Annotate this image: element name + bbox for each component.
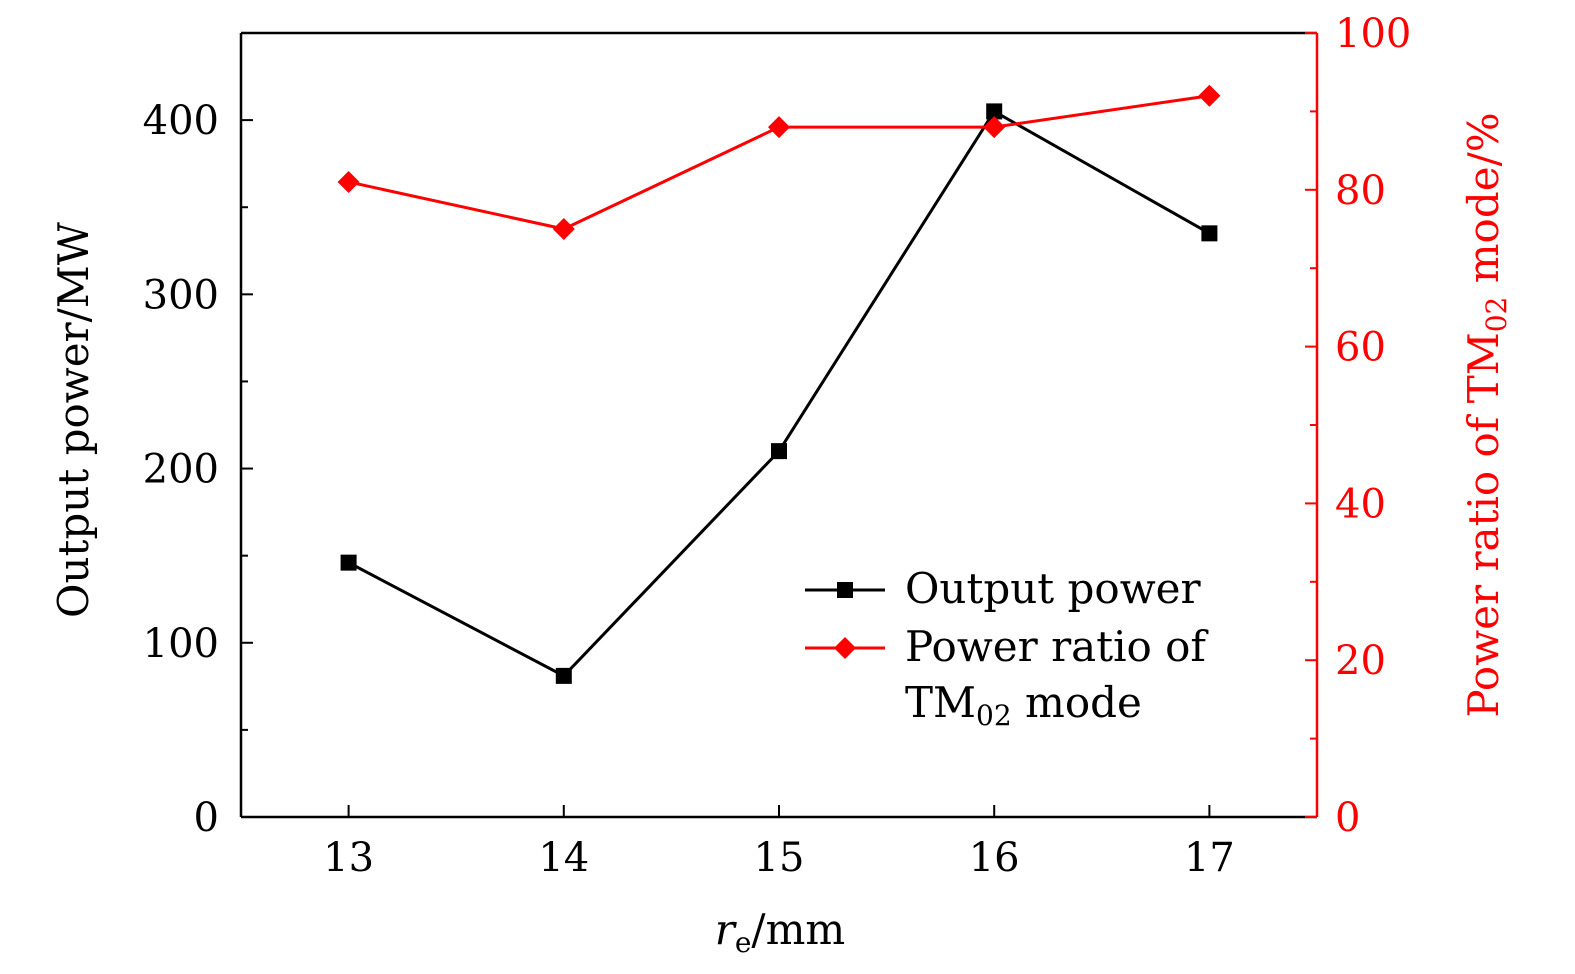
data-point-square xyxy=(986,103,1003,120)
series-line xyxy=(348,94,1210,231)
series-power-ratio xyxy=(337,84,1221,240)
data-point-square xyxy=(1201,225,1218,242)
right-y-axis-ticks: 0 20 40 60 80 100 xyxy=(1305,11,1411,841)
series-output-power xyxy=(340,103,1218,684)
data-point-diamond xyxy=(552,218,575,240)
data-point-square xyxy=(771,443,787,460)
plot-frame xyxy=(239,31,1319,819)
left-y-tick-label: 400 xyxy=(143,98,219,144)
legend-marker-output-power xyxy=(837,582,853,598)
x-tick-label: 16 xyxy=(969,835,1020,881)
legend-label-mode: mode xyxy=(1012,678,1142,727)
left-y-tick-label: 200 xyxy=(143,447,219,493)
right-y-tick-label: 20 xyxy=(1335,638,1386,684)
x-axis-title-var: r xyxy=(715,905,738,954)
right-y-axis-title-pre: Power ratio of TM xyxy=(1459,332,1508,717)
right-y-tick-label: 100 xyxy=(1335,11,1411,57)
x-axis-title-sub: e xyxy=(735,926,752,959)
legend-label-tm-sub: 02 xyxy=(976,699,1012,732)
left-y-axis-ticks: 0 100 200 300 400 xyxy=(143,32,253,841)
right-y-axis-title-post: mode/% xyxy=(1459,112,1508,296)
x-axis-title: re/mm xyxy=(715,905,845,959)
right-y-tick-label: 0 xyxy=(1335,795,1360,841)
left-y-tick-label: 300 xyxy=(143,272,219,318)
right-y-tick-label: 40 xyxy=(1335,481,1386,527)
x-tick-label: 13 xyxy=(323,835,374,881)
x-axis-ticks: 13 14 15 16 17 xyxy=(323,805,1235,881)
legend-label-output-power: Output power xyxy=(905,564,1202,613)
left-y-tick-label: 100 xyxy=(143,621,219,667)
x-tick-label: 17 xyxy=(1184,835,1235,881)
legend-marker-power-ratio xyxy=(834,637,856,659)
legend-label-tm: TM xyxy=(905,678,976,727)
x-tick-label: 15 xyxy=(754,835,805,881)
right-y-tick-label: 60 xyxy=(1335,325,1386,371)
data-point-square xyxy=(555,667,572,684)
legend: Output power Power ratio of TM02 mode xyxy=(805,564,1209,732)
data-point-square xyxy=(340,554,357,571)
data-point-diamond xyxy=(1198,84,1221,107)
data-point-diamond xyxy=(337,170,360,193)
legend-label-power-ratio: Power ratio of xyxy=(905,622,1209,671)
right-y-axis-title-sub: 02 xyxy=(1480,297,1513,333)
x-axis-title-unit: /mm xyxy=(751,905,845,954)
data-point-diamond xyxy=(983,116,1006,139)
data-point-diamond xyxy=(768,116,790,139)
left-y-tick-label: 0 xyxy=(194,795,219,841)
right-y-axis-title: Power ratio of TM02 mode/% xyxy=(1459,112,1513,717)
left-y-axis-title: Output power/MW xyxy=(49,221,98,618)
legend-label-power-ratio-line2: TM02 mode xyxy=(905,678,1142,732)
right-y-tick-label: 80 xyxy=(1335,168,1386,214)
x-tick-label: 14 xyxy=(538,835,589,881)
